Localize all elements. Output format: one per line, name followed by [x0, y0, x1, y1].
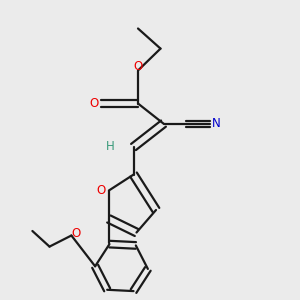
Text: N: N: [212, 117, 221, 130]
Text: O: O: [71, 226, 80, 240]
Text: O: O: [134, 59, 142, 73]
Text: O: O: [89, 97, 98, 110]
Text: H: H: [106, 140, 115, 154]
Text: O: O: [97, 184, 106, 197]
